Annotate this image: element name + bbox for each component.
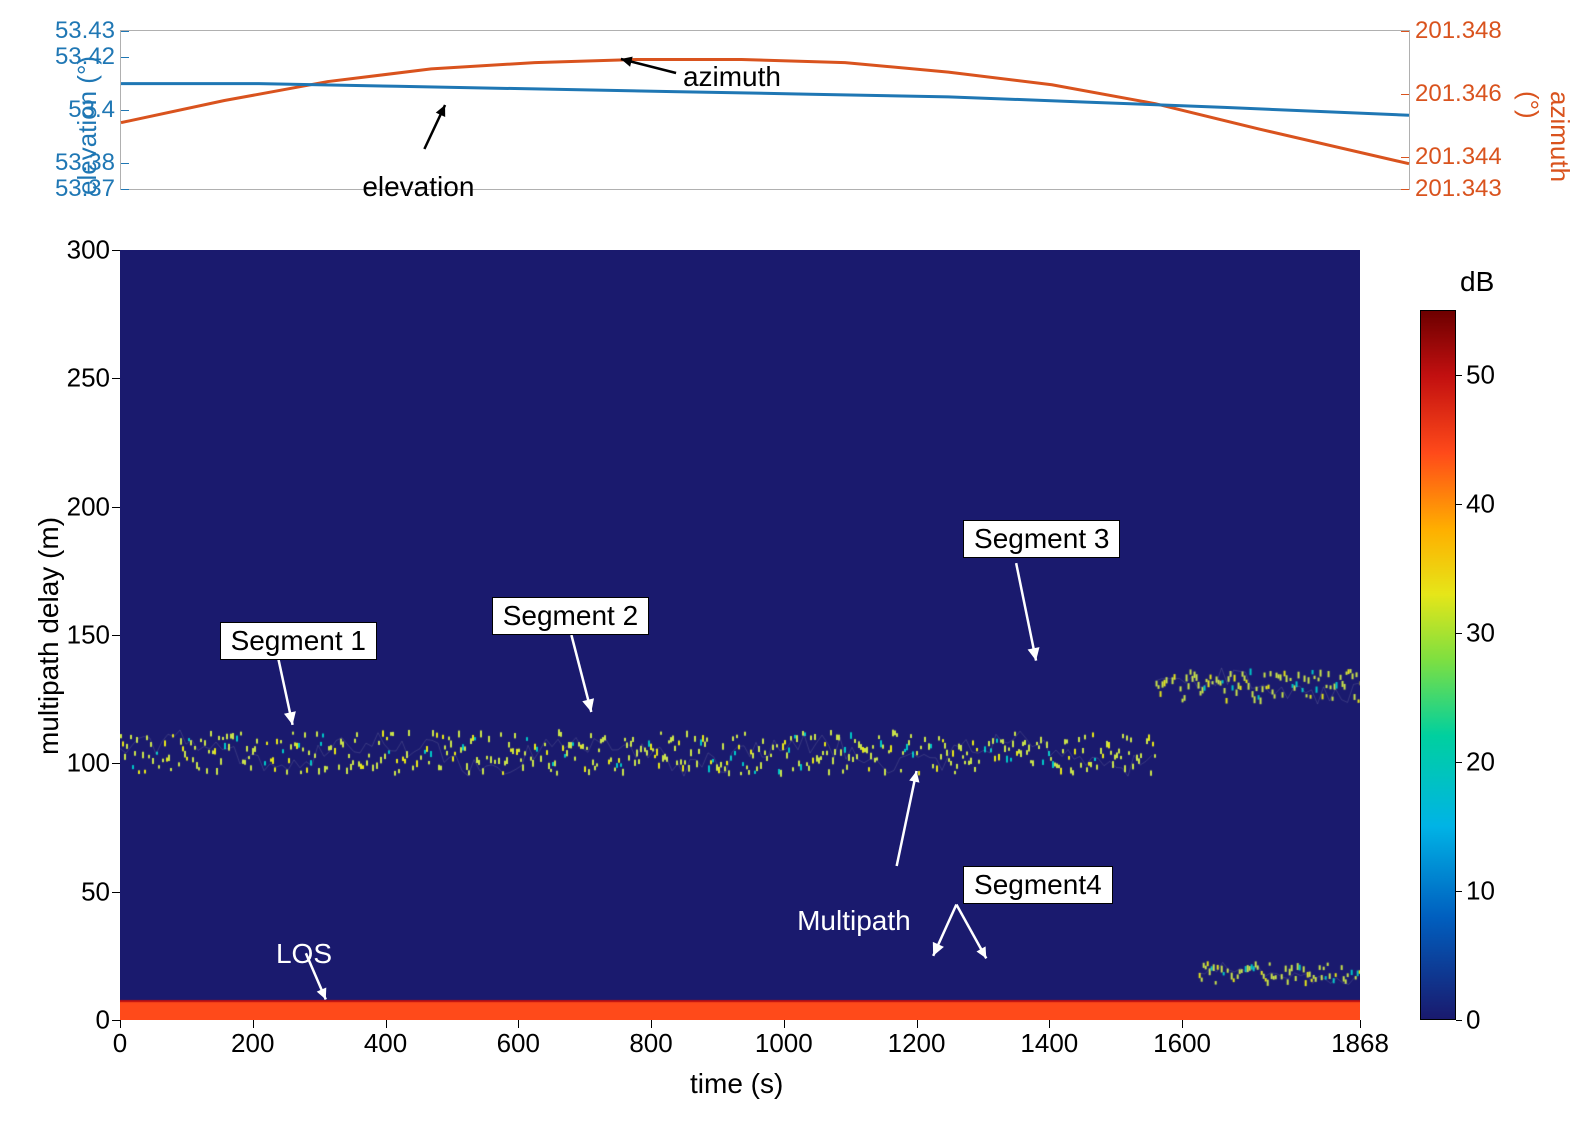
- azimuth-tick: 201.343: [1409, 175, 1502, 203]
- segment-label: Segment4: [963, 866, 1113, 904]
- heatmap-annotation: LOS: [276, 938, 332, 970]
- azimuth-axis-label: azimuth (°): [1513, 91, 1575, 191]
- segment-label: Segment 1: [220, 622, 377, 660]
- figure-root: 53.3753.3853.453.4253.43 201.343201.3442…: [0, 0, 1594, 1128]
- elevation-annotation: elevation: [362, 171, 474, 203]
- colorbar-canvas: [1420, 310, 1456, 1020]
- heatmap-y-axis-label: multipath delay (m): [33, 517, 65, 755]
- colorbar: 01020304050: [1420, 310, 1456, 1020]
- heatmap-x-axis-label: time (s): [690, 1068, 783, 1100]
- azimuth-tick: 201.348: [1409, 17, 1502, 45]
- multipath-heatmap: Segment 1 Segment 2 Segment 3 Segment4 LOS Mu…: [120, 250, 1360, 1020]
- top-line-chart: 53.3753.3853.453.4253.43 201.343201.3442…: [120, 30, 1410, 190]
- heatmap-annotation: Multipath: [797, 905, 911, 937]
- azimuth-annotation: azimuth: [683, 61, 781, 93]
- top-line-chart-svg: [121, 31, 1409, 189]
- azimuth-tick: 201.344: [1409, 143, 1502, 171]
- heatmap-overlay: Segment 1 Segment 2 Segment 3 Segment4 LOS Mu…: [120, 250, 1360, 1020]
- segment-label: Segment 2: [492, 597, 649, 635]
- segment-label: Segment 3: [963, 520, 1120, 558]
- elevation-tick: 53.43: [55, 17, 121, 45]
- elevation-axis-label: elevation (°): [72, 56, 103, 195]
- colorbar-title: dB: [1460, 266, 1494, 298]
- azimuth-tick: 201.346: [1409, 80, 1502, 108]
- top-annotation-arrows: [121, 31, 1409, 189]
